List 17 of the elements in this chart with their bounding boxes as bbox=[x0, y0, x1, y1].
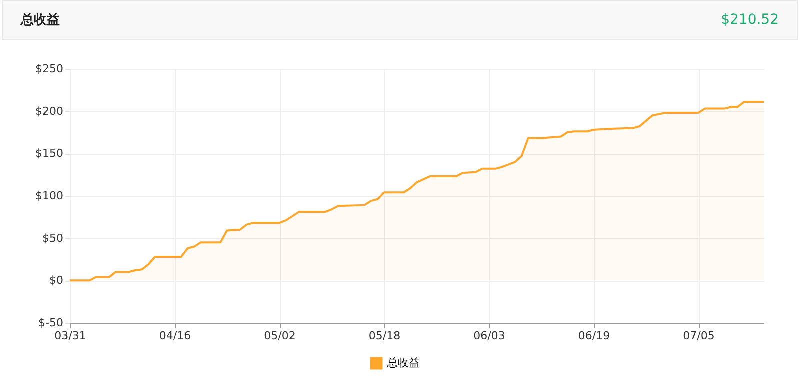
x-tick-label: 03/31 bbox=[54, 330, 86, 342]
y-tick-label: $-50 bbox=[38, 316, 64, 330]
y-tick-label: $200 bbox=[36, 104, 64, 118]
x-tick-label: 04/16 bbox=[159, 330, 192, 342]
legend-label: 总收益 bbox=[386, 356, 420, 370]
chart-title: 总收益 bbox=[21, 12, 60, 29]
y-tick-label: $250 bbox=[36, 62, 64, 76]
y-tick-label: $150 bbox=[36, 147, 64, 160]
x-tick-label: 05/02 bbox=[264, 330, 296, 342]
x-tick-label: 05/18 bbox=[368, 330, 401, 342]
x-tick-label: 06/19 bbox=[578, 330, 610, 342]
x-tick-label: 07/05 bbox=[683, 330, 715, 342]
text: $210.52 bbox=[721, 12, 779, 28]
y-tick-label: $100 bbox=[36, 190, 64, 202]
y-tick-label: $50 bbox=[42, 232, 64, 245]
x-tick-label: 06/03 bbox=[474, 330, 506, 342]
y-tick-label: $0 bbox=[50, 274, 64, 288]
